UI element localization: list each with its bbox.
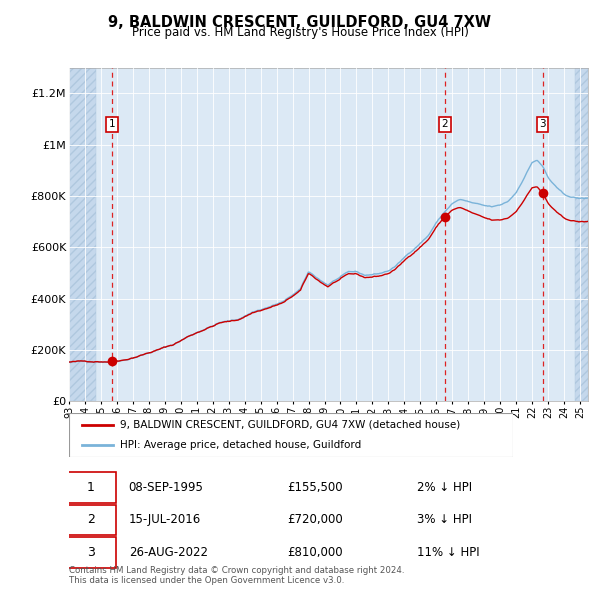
Text: HPI: Average price, detached house, Guildford: HPI: Average price, detached house, Guil… <box>120 440 361 450</box>
Text: 08-SEP-1995: 08-SEP-1995 <box>128 481 203 494</box>
Bar <box>69 68 96 401</box>
Text: 2: 2 <box>442 119 448 129</box>
Text: 2: 2 <box>87 513 95 526</box>
Text: Price paid vs. HM Land Registry's House Price Index (HPI): Price paid vs. HM Land Registry's House … <box>131 26 469 39</box>
Bar <box>575 68 588 401</box>
Text: £720,000: £720,000 <box>287 513 343 526</box>
FancyBboxPatch shape <box>67 537 116 568</box>
Bar <box>575 68 588 401</box>
Text: 11% ↓ HPI: 11% ↓ HPI <box>417 546 479 559</box>
Text: Contains HM Land Registry data © Crown copyright and database right 2024.
This d: Contains HM Land Registry data © Crown c… <box>69 566 404 585</box>
Bar <box>69 68 96 401</box>
Text: 9, BALDWIN CRESCENT, GUILDFORD, GU4 7XW (detached house): 9, BALDWIN CRESCENT, GUILDFORD, GU4 7XW … <box>120 420 460 430</box>
Text: £810,000: £810,000 <box>287 546 343 559</box>
Text: 2% ↓ HPI: 2% ↓ HPI <box>417 481 472 494</box>
FancyBboxPatch shape <box>67 472 116 503</box>
Text: 15-JUL-2016: 15-JUL-2016 <box>128 513 201 526</box>
Text: 3: 3 <box>87 546 95 559</box>
Text: 3% ↓ HPI: 3% ↓ HPI <box>417 513 472 526</box>
Text: £155,500: £155,500 <box>287 481 343 494</box>
Text: 1: 1 <box>109 119 115 129</box>
Text: 26-AUG-2022: 26-AUG-2022 <box>128 546 208 559</box>
FancyBboxPatch shape <box>67 505 116 535</box>
Text: 9, BALDWIN CRESCENT, GUILDFORD, GU4 7XW: 9, BALDWIN CRESCENT, GUILDFORD, GU4 7XW <box>109 15 491 30</box>
Text: 3: 3 <box>539 119 546 129</box>
Text: 1: 1 <box>87 481 95 494</box>
